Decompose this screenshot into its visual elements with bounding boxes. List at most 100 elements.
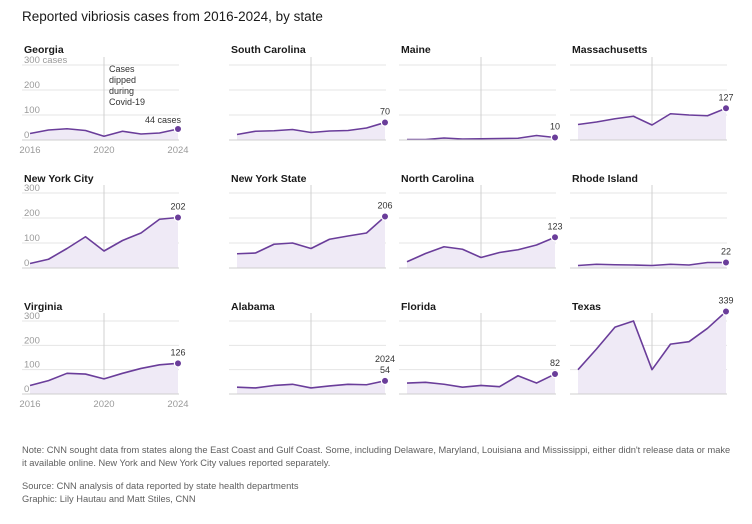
end-value-label: 126: [170, 347, 185, 357]
panel-title: Maine: [401, 44, 431, 56]
series-area: [237, 380, 385, 394]
source-text: Source: CNN analysis of data reported by…: [22, 481, 299, 491]
x-tick-label: 2024: [167, 399, 188, 410]
series-line: [236, 380, 386, 389]
panel-title: Massachusetts: [572, 44, 647, 56]
panel-texas: Texas 339: [570, 296, 734, 395]
series-line: [406, 236, 556, 263]
series-area: [30, 217, 178, 268]
y-tick-label: 200: [24, 208, 40, 219]
end-value-label: 206: [377, 201, 392, 211]
end-year-label: 2024: [375, 354, 395, 364]
end-point-marker: [721, 307, 731, 316]
covid-annotation-text: Covid-19: [109, 97, 145, 107]
series-area: [578, 311, 726, 394]
series-area: [407, 237, 555, 268]
panel-virginia: Virginia 126 300 200 100 0 2016 2020 2024: [19, 301, 188, 410]
panel-rhode-island: Rhode Island 22: [570, 173, 731, 269]
y-tick-label: 200: [24, 335, 40, 346]
panel-massachusetts: Massachusetts 127: [570, 44, 734, 141]
series-line: [29, 216, 179, 265]
y-tick-label: 0: [24, 384, 29, 395]
panel-title: Alabama: [231, 301, 275, 313]
panel-new-york-city: New York City 202 300 200 100 0: [22, 173, 186, 269]
y-tick-label: 300: [24, 183, 40, 194]
series-area: [407, 374, 555, 394]
y-tick-label: 100: [24, 105, 40, 116]
covid-annotation-text: Cases: [109, 64, 135, 74]
panel-new-york-state: New York State 206: [229, 173, 393, 269]
y-tick-label: 0: [24, 258, 29, 269]
end-point-marker: [550, 233, 560, 242]
x-tick-label: 2020: [93, 145, 114, 156]
series-line: [406, 373, 556, 388]
panel-georgia: Georgia 44 cases 300 cases 200 100 0 2016 2020 2…: [19, 44, 188, 156]
end-value-label: 123: [547, 221, 562, 231]
end-value-label: 44 cases: [145, 115, 182, 125]
covid-annotation-text: dipped: [109, 75, 136, 85]
y-tick-label: 0: [24, 130, 29, 141]
panel-title: New York City: [24, 173, 94, 185]
end-point-marker: [173, 124, 183, 134]
y-tick-label: 100: [24, 360, 40, 371]
end-point-marker: [173, 213, 183, 222]
series-line: [236, 215, 386, 255]
panel-title: Georgia: [24, 44, 64, 56]
end-point-marker: [550, 369, 560, 379]
end-point-marker: [380, 376, 390, 386]
series-area: [578, 108, 726, 140]
series-line: [407, 134, 556, 141]
end-value-label: 10: [550, 122, 560, 132]
end-value-label: 127: [718, 92, 733, 102]
y-tick-label: 300: [24, 311, 40, 322]
panel-title: Florida: [401, 301, 436, 313]
x-tick-label: 2016: [19, 145, 40, 156]
panel-title: New York State: [231, 173, 307, 185]
end-point-marker: [380, 212, 390, 221]
x-tick-label: 2024: [167, 145, 188, 156]
panel-florida: Florida 82: [399, 301, 560, 395]
series-line: [29, 362, 179, 387]
panel-title: South Carolina: [231, 44, 306, 56]
end-value-label: 202: [170, 202, 185, 212]
series-area: [30, 363, 178, 394]
series-area: [237, 122, 385, 140]
end-point-marker: [380, 118, 390, 127]
end-point-marker: [721, 258, 731, 267]
panel-title: North Carolina: [401, 173, 474, 185]
chart-title: Reported vibriosis cases from 2016-2024,…: [22, 9, 323, 24]
x-tick-label: 2020: [93, 399, 114, 410]
credits: Source: CNN analysis of data reported by…: [22, 480, 298, 505]
panel-south-carolina: South Carolina 70: [229, 44, 390, 141]
end-point-marker: [721, 104, 731, 113]
series-line: [29, 127, 179, 138]
panel-title: Virginia: [24, 301, 62, 313]
series-line: [577, 310, 727, 371]
panel-north-carolina: North Carolina 123: [399, 173, 563, 269]
end-value-label: 82: [550, 358, 560, 368]
end-value-label: 339: [718, 296, 733, 306]
footnote: Note: CNN sought data from states along …: [22, 445, 731, 468]
covid-annotation-text: during: [109, 86, 134, 96]
y-tick-label: 100: [24, 233, 40, 244]
series-area: [30, 128, 178, 140]
graphic-credit: Graphic: Lily Hautau and Matt Stiles, CN…: [22, 493, 196, 504]
series-line: [577, 261, 726, 267]
end-value-label: 70: [380, 107, 390, 117]
series-line: [577, 107, 727, 126]
end-point-marker: [550, 133, 560, 142]
end-value-label: 54: [380, 365, 390, 375]
end-point-marker: [173, 359, 183, 368]
y-tick-label: 300 cases: [24, 55, 68, 66]
panel-maine: Maine 10: [399, 44, 560, 142]
x-tick-label: 2016: [19, 399, 40, 410]
end-value-label: 22: [721, 247, 731, 257]
series-area: [578, 262, 726, 268]
panel-title: Rhode Island: [572, 173, 638, 185]
series-area: [237, 216, 385, 268]
series-line: [236, 121, 386, 136]
y-tick-label: 200: [24, 80, 40, 91]
panel-title: Texas: [572, 301, 601, 313]
